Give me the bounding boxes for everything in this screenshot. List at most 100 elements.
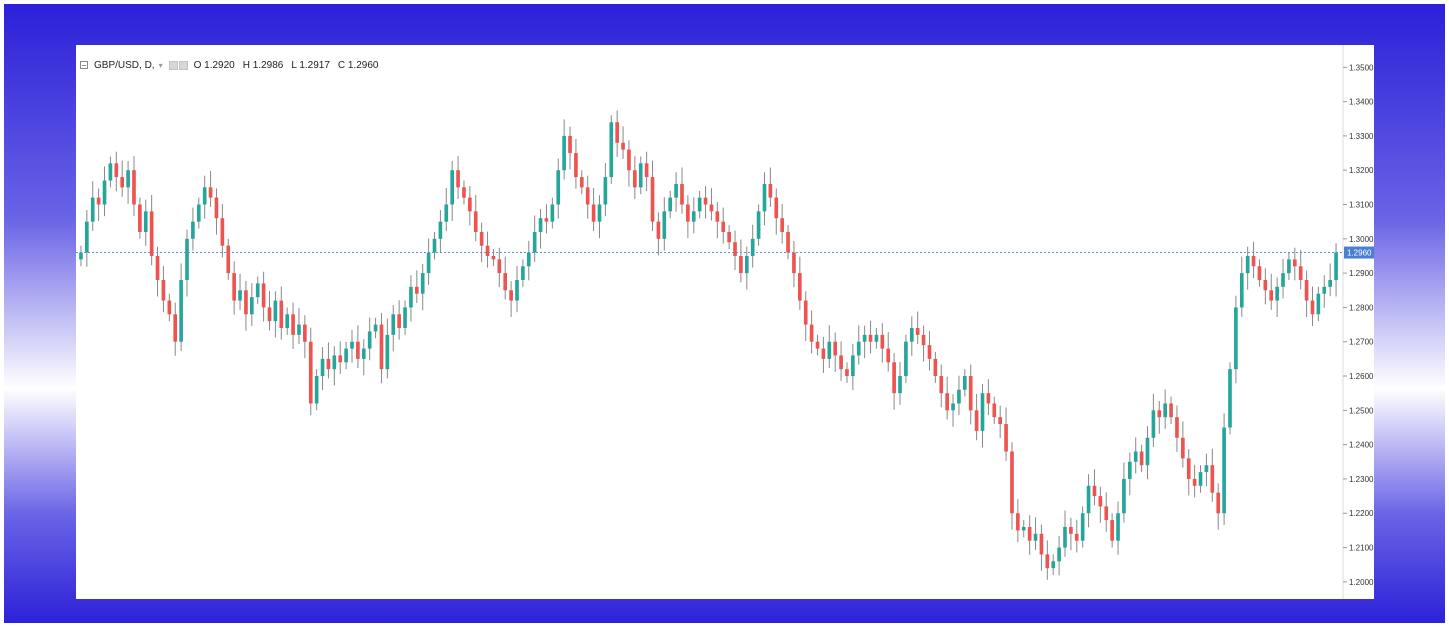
candle-up (1051, 561, 1056, 569)
candle-down (261, 283, 266, 308)
candle-down (503, 273, 508, 291)
candle-down (267, 307, 272, 322)
candle-up (851, 355, 855, 377)
y-tick-label: 1.2100 (1349, 544, 1374, 553)
candle-down (308, 341, 313, 404)
candle-down (491, 255, 496, 260)
candle-up (1322, 286, 1327, 294)
candle-up (521, 266, 525, 280)
candle-down (1216, 492, 1221, 514)
candle-down (803, 300, 808, 325)
candle-down (644, 163, 649, 178)
candle-down (579, 177, 584, 188)
candle-down (155, 255, 160, 280)
candle-down (798, 273, 802, 301)
candle-up (85, 221, 89, 253)
last-price-label-bg (1344, 246, 1374, 259)
candle-up (367, 331, 372, 349)
candle-up (538, 218, 543, 232)
candle-up (980, 393, 985, 431)
candle-down (792, 252, 796, 274)
candle-down (1074, 533, 1079, 541)
candle-up (297, 324, 301, 335)
chart-panel[interactable]: 1.3500 1.3400 1.3300 1.3200 1.3100 1.3000 1.29… (76, 45, 1374, 599)
candle-up (962, 376, 967, 390)
candle-down (509, 290, 513, 301)
candle-up (697, 197, 702, 212)
candle-up (1127, 461, 1132, 479)
candle-up (179, 279, 183, 342)
chevron-down-icon[interactable]: ▾ (158, 60, 163, 70)
candle-down (786, 231, 790, 253)
candle-up (1222, 427, 1226, 514)
candle-down (214, 197, 219, 219)
candle-down (927, 345, 932, 359)
candle-down (226, 245, 231, 274)
candle-down (627, 149, 631, 171)
candle-down (1186, 458, 1191, 479)
candle-up (756, 211, 761, 239)
candle-up (550, 204, 555, 222)
y-tick-label: 1.2400 (1349, 441, 1374, 450)
candle-up (603, 177, 608, 205)
last-price-label: 1.2960 (1347, 249, 1372, 258)
candle-up (255, 283, 260, 298)
candle-down (945, 393, 949, 411)
candle-down (915, 328, 920, 335)
candle-down (1298, 266, 1303, 280)
y-tick-label: 1.2600 (1349, 372, 1374, 381)
candle-up (904, 341, 908, 377)
candle-down (1104, 506, 1109, 521)
candle-down (1004, 424, 1008, 452)
candle-down (868, 334, 873, 342)
candle-up (450, 170, 455, 205)
candle-up (1245, 255, 1250, 274)
candle-up (1151, 410, 1156, 438)
candle-down (1157, 410, 1162, 418)
legend-settings-icons[interactable] (168, 60, 188, 70)
candle-up (909, 328, 914, 342)
candle-up (1080, 513, 1085, 541)
candlestick-chart[interactable]: 1.3500 1.3400 1.3300 1.3200 1.3100 1.3000 1.29… (76, 45, 1374, 599)
candle-down (1175, 417, 1179, 438)
candle-down (650, 177, 655, 222)
candle-down (933, 358, 938, 377)
candle-down (809, 324, 814, 342)
candle-down (1016, 513, 1020, 531)
candle-up (674, 183, 678, 198)
candle-down (680, 183, 684, 205)
candle-up (662, 211, 667, 239)
candle-up (444, 204, 449, 222)
y-tick-label: 1.3500 (1349, 63, 1374, 72)
candle-down (821, 348, 826, 359)
candle-up (1287, 259, 1291, 274)
symbol-label[interactable]: GBP/USD, D, (94, 59, 155, 71)
candle-up (1122, 478, 1126, 514)
y-tick-label: 1.2000 (1349, 578, 1374, 587)
candle-up (1204, 465, 1209, 473)
candle-up (856, 341, 861, 356)
candle-up (202, 187, 207, 205)
candle-down (845, 369, 849, 377)
candle-up (750, 238, 755, 256)
candle-down (715, 211, 720, 222)
candle-down (544, 218, 549, 222)
candle-up (957, 389, 961, 404)
candle-up (1021, 526, 1026, 531)
candle-up (1198, 472, 1203, 486)
candle-down (686, 204, 690, 222)
candle-down (939, 376, 944, 394)
candle-down (1263, 279, 1268, 291)
candle-up (196, 204, 201, 222)
candle-up (1281, 273, 1285, 287)
candle-up (898, 376, 902, 394)
candle-up (1163, 403, 1167, 418)
high-value: H 1.2986 (242, 59, 284, 71)
candle-down (414, 286, 419, 294)
collapse-icon[interactable] (80, 61, 88, 69)
candle-up (951, 403, 955, 411)
candle-down (456, 170, 460, 188)
candle-down (138, 204, 142, 232)
candle-up (373, 324, 378, 332)
candle-up (691, 211, 696, 222)
